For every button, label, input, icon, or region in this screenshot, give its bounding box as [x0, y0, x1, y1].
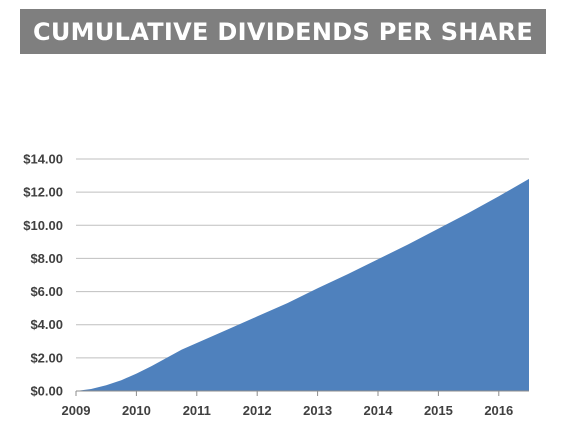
y-tick-label: $14.00 — [23, 152, 63, 167]
x-tick-label: 2011 — [183, 403, 211, 418]
area-series — [76, 178, 529, 391]
y-tick-label: $10.00 — [23, 218, 63, 233]
y-tick-label: $0.00 — [30, 384, 63, 399]
x-tick-label: 2012 — [243, 403, 272, 418]
chart-title: CUMULATIVE DIVIDENDS PER SHARE — [32, 17, 534, 46]
x-tick-label: 2016 — [484, 403, 513, 418]
x-tick-label: 2014 — [364, 403, 394, 418]
y-tick-label: $2.00 — [30, 350, 63, 365]
x-tick-label: 2015 — [424, 403, 453, 418]
y-tick-label: $6.00 — [30, 284, 63, 299]
y-tick-label: $12.00 — [23, 185, 63, 200]
x-tick-label: 2010 — [122, 403, 151, 418]
y-tick-label: $8.00 — [30, 251, 63, 266]
x-tick-label: 2009 — [62, 403, 91, 418]
y-tick-label: $4.00 — [30, 317, 63, 332]
chart-title-banner: CUMULATIVE DIVIDENDS PER SHARE — [20, 9, 546, 54]
x-tick-label: 2013 — [303, 403, 332, 418]
